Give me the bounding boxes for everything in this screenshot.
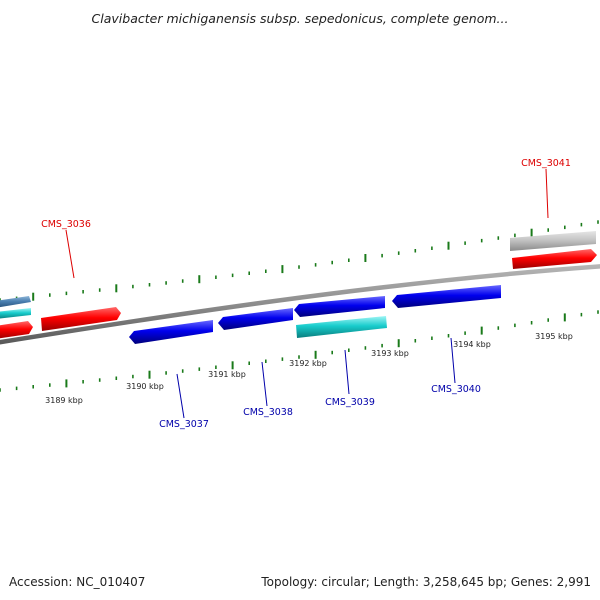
gene-block-cms-3037[interactable] [129,320,213,344]
leader-cms-3039 [344,349,350,395]
gene-block-cms-3041[interactable] [512,249,597,269]
gene-label-cms-3037: CMS_3037 [159,419,209,430]
scale-label-3189: 3189 kbp [45,396,83,405]
gene-label-cms-3038: CMS_3038 [243,407,293,418]
gene-block-cms-3040[interactable] [392,285,501,308]
scale-label-3191: 3191 kbp [208,370,246,379]
gene-label-cms-3041: CMS_3041 [521,158,571,169]
scale-label-3190: 3190 kbp [126,382,164,391]
tick-marks [0,220,599,392]
scale-label-3194: 3194 kbp [453,340,491,349]
leader-cms-3037 [176,373,185,419]
genome-map: CMS_3036 CMS_3041 CMS_3037 CMS_3038 CMS_… [0,158,600,430]
genome-backbone [0,264,600,345]
gene-label-cms-3039: CMS_3039 [325,397,375,408]
leader-cms-3036 [65,229,75,279]
gene-block-cms-3038[interactable] [218,308,293,330]
gene-label-cms-3040: CMS_3040 [431,384,481,395]
scale-label-3195: 3195 kbp [535,332,573,341]
gene-block-rna-left[interactable] [0,308,31,319]
leader-cms-3041 [545,168,549,219]
gene-block-steel-left[interactable] [0,296,31,308]
gene-block-cms-3039[interactable] [294,296,385,317]
gene-label-cms-3036: CMS_3036 [41,219,91,230]
gene-block-pseudo[interactable] [510,231,596,251]
footer-stats: Topology: circular; Length: 3,258,645 bp… [261,575,591,589]
leader-cms-3038 [261,361,268,407]
scale-label-3193: 3193 kbp [371,349,409,358]
gene-block-rna-center[interactable] [296,316,387,338]
gene-block-cms-3036[interactable] [41,307,121,331]
map-title: Clavibacter michiganensis subsp. sepedon… [91,11,509,26]
leader-cms-3040 [450,337,456,384]
gene-block-forward-left[interactable] [0,321,33,339]
footer-accession: Accession: NC_010407 [9,575,146,589]
scale-label-3192: 3192 kbp [289,359,327,368]
